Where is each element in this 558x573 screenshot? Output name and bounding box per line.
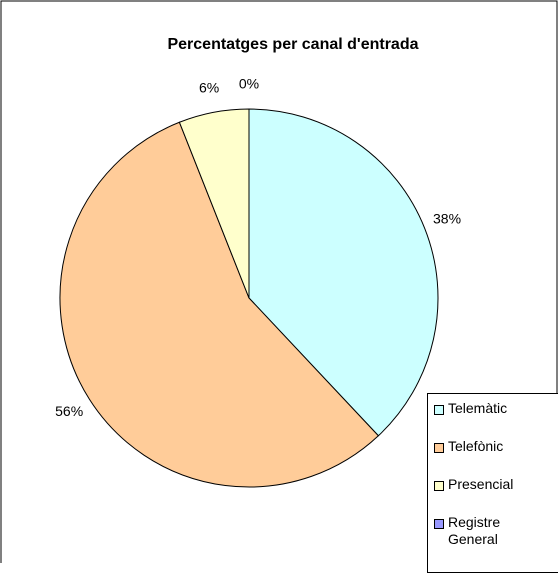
legend-swatch	[434, 405, 444, 415]
legend-entry: Presencial	[428, 476, 538, 514]
pie-slice	[59, 121, 380, 488]
legend: Telemàtic Telefònic Presencial Registre Gen…	[427, 393, 558, 573]
legend-entry: Telemàtic	[428, 400, 538, 438]
legend-label: Telemàtic	[448, 400, 508, 416]
legend-swatch	[434, 443, 444, 453]
legend-entry: Registre General	[428, 514, 538, 552]
legend-label: Telefònic	[448, 438, 504, 454]
data-label: 6%	[199, 79, 219, 95]
legend-swatch	[434, 519, 444, 529]
data-label: 56%	[55, 403, 83, 419]
legend-label: Presencial	[448, 476, 514, 492]
pie-slice	[248, 108, 439, 437]
chart-title: Percentatges per canal d'entrada	[167, 36, 418, 53]
data-label: 0%	[239, 76, 259, 92]
legend-entry: Telefònic	[428, 438, 538, 476]
legend-swatch	[434, 481, 444, 491]
legend-label: Registre General	[448, 514, 501, 547]
data-label: 38%	[433, 210, 461, 226]
